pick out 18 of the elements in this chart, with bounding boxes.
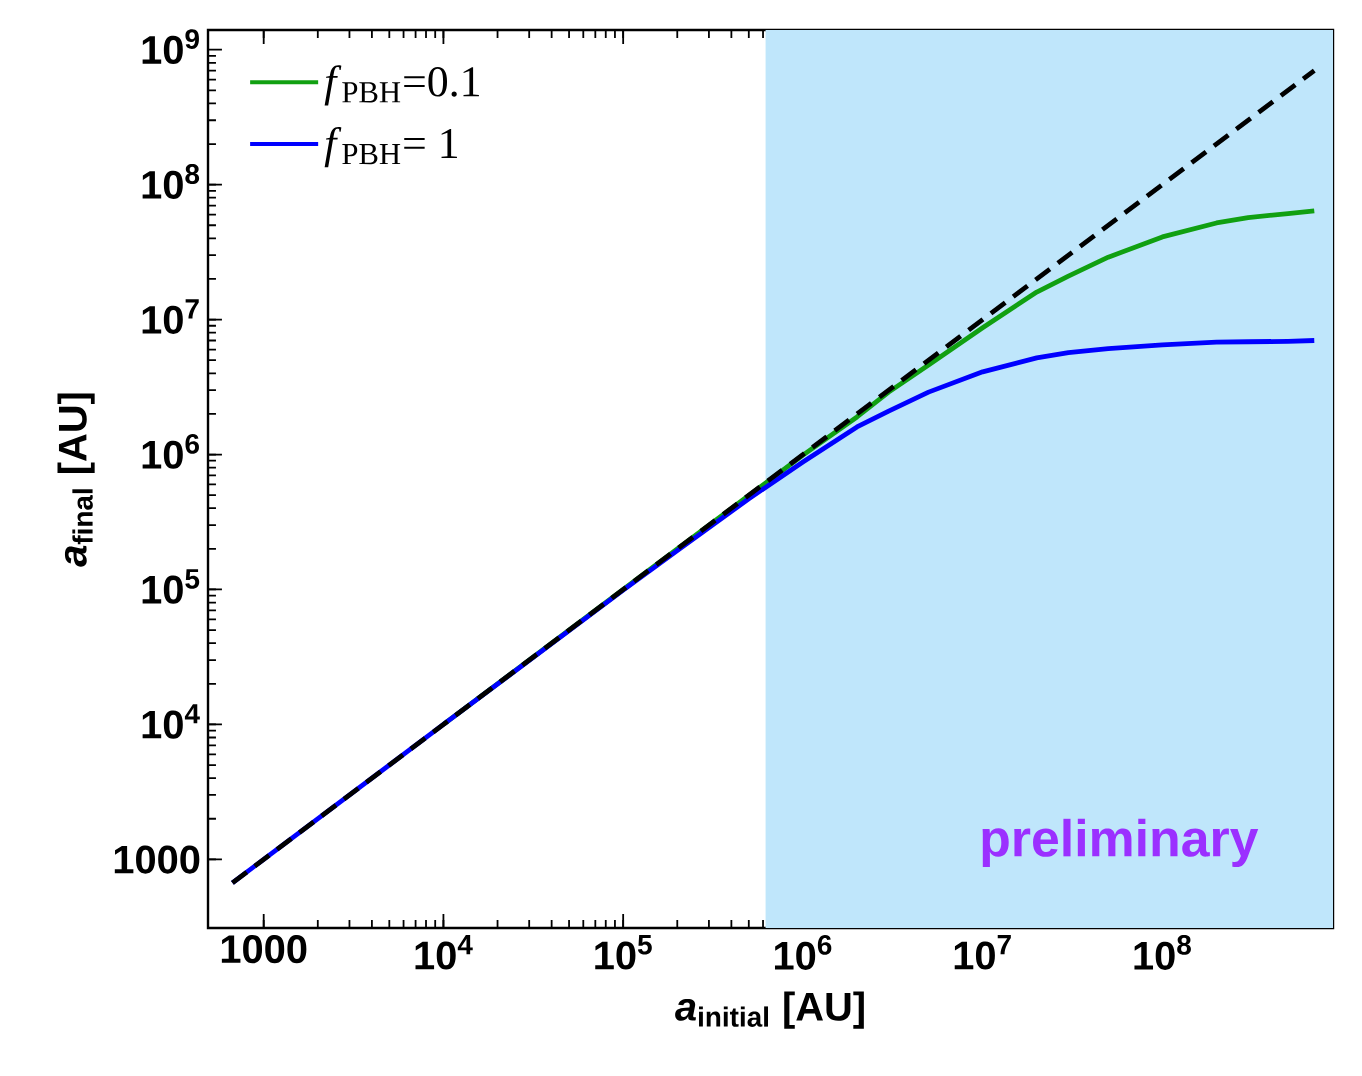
legend-label: f$_{PBH}$=0.1 — [324, 65, 479, 106]
x-tick-label: 10$^{4}$ — [415, 935, 473, 970]
x-axis-title: a$_{initial}$ [AU] — [675, 991, 864, 1029]
x-tick-label: 10$^{8}$ — [1134, 935, 1191, 970]
x-tick-label: 1000 — [221, 935, 307, 964]
y-tick-label: 10$^{5}$ — [142, 569, 200, 604]
y-tick-label: 10$^{7}$ — [142, 299, 199, 334]
y-tick-label: 10$^{8}$ — [142, 164, 200, 199]
y-tick-label: 10$^{9}$ — [142, 29, 199, 65]
x-tick-label: 10$^{7}$ — [954, 935, 1011, 970]
legend-label: f$_{PBH}$= 1 — [324, 127, 457, 168]
x-tick-label: 10$^{6}$ — [774, 935, 832, 970]
annotation: preliminary — [982, 818, 1259, 868]
x-tick-label: 10$^{5}$ — [595, 935, 652, 970]
y-tick-label: 1000 — [114, 845, 200, 874]
y-tick-label: 10$^{6}$ — [142, 433, 199, 469]
y-axis-title: a$_{final}$ [AU] — [57, 393, 95, 567]
y-tick-label: 10$^{4}$ — [142, 704, 200, 739]
